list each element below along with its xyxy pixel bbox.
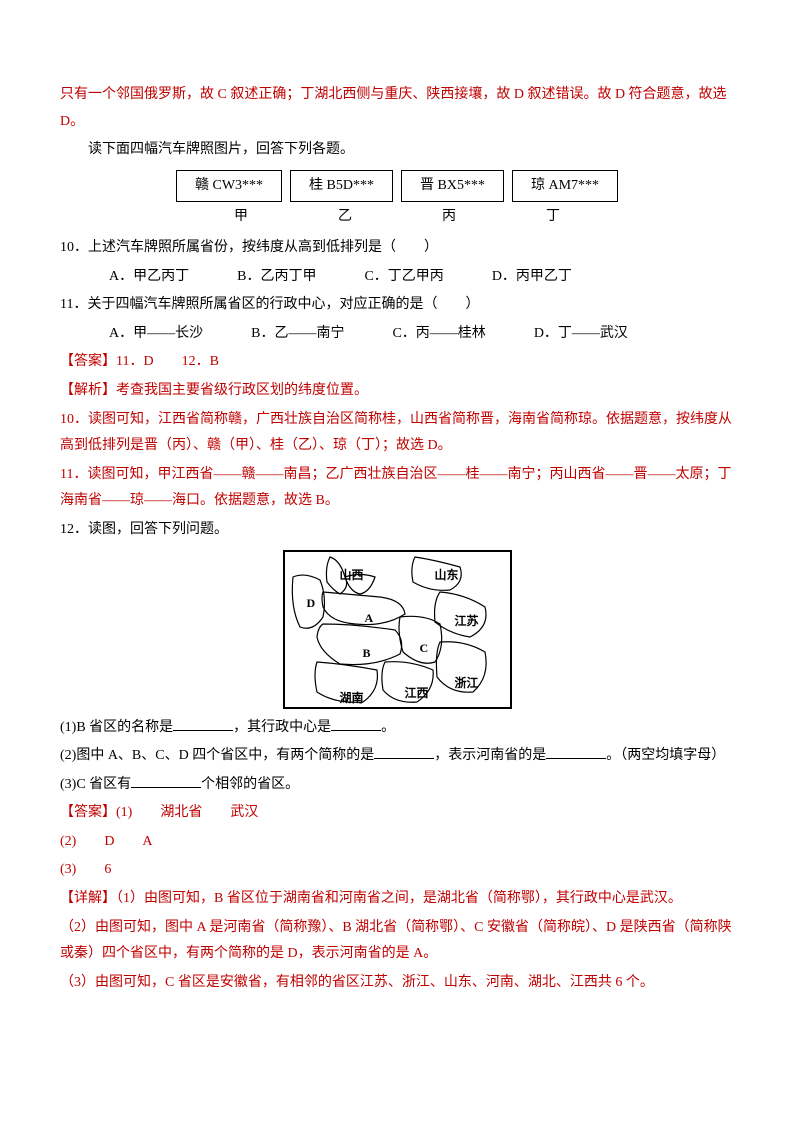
map-label-B: B: [363, 642, 371, 665]
q11-opt-d: D．丁——武汉: [534, 321, 628, 348]
plate-labels: 甲 乙 丙 丁: [60, 204, 734, 231]
analysis-11: 11．读图可知，甲江西省——赣——南昌；乙广西壮族自治区——桂——南宁；丙山西省…: [60, 462, 734, 515]
q12-sub2b: ，表示河南省的是: [434, 748, 546, 763]
province-map: 山西 山东 D A 江苏 B C 浙江 江西 湖南: [283, 550, 512, 709]
ans12-l2: (2) D A: [60, 829, 734, 856]
plate-4: 琼 AM7***: [512, 170, 618, 203]
analysis-head: 【解析】考查我国主要省级行政区划的纬度位置。: [60, 378, 734, 405]
ans12-l3: (3) 6: [60, 857, 734, 884]
map-label-C: C: [420, 637, 429, 660]
detail-l2: （2）由图可知，图中 A 是河南省（简称豫）、B 湖北省（简称鄂）、C 安徽省（…: [60, 915, 734, 968]
q10-stem: 10．上述汽车牌照所属省份，按纬度从高到低排列是（ ）: [60, 235, 734, 262]
q12-sub1a: (1)B 省区的名称是: [60, 720, 173, 735]
q11-stem: 11．关于四幅汽车牌照所属省区的行政中心，对应正确的是（ ）: [60, 292, 734, 319]
q10-opt-c: C．丁乙甲丙: [364, 264, 443, 291]
plates-intro: 读下面四幅汽车牌照图片，回答下列各题。: [60, 137, 734, 164]
q12-sub2c: 。（两空均填字母）: [606, 748, 725, 763]
blank-5: [131, 773, 201, 788]
ans12-l1: 【答案】(1) 湖北省 武汉: [60, 800, 734, 827]
label-ding: 丁: [546, 204, 560, 231]
header-explanation: 只有一个邻国俄罗斯，故 C 叙述正确；丁湖北西侧与重庆、陕西接壤，故 D 叙述错…: [60, 82, 734, 135]
plate-1: 赣 CW3***: [176, 170, 282, 203]
q10-opt-b: B．乙丙丁甲: [237, 264, 316, 291]
map-label-A: A: [365, 607, 374, 630]
map-label-zhejiang: 浙江: [455, 672, 479, 695]
detail-l1: 【详解】（1）由图可知，B 省区位于湖南省和河南省之间，是湖北省（简称鄂），其行…: [60, 886, 734, 913]
map-label-jiangxi: 江西: [405, 682, 429, 705]
q12-sub1c: 。: [381, 720, 395, 735]
label-jia: 甲: [234, 204, 248, 231]
q10-options: A．甲乙丙丁 B．乙丙丁甲 C．丁乙甲丙 D．丙甲乙丁: [109, 264, 734, 291]
blank-2: [331, 716, 381, 731]
q11-opt-b: B．乙——南宁: [251, 321, 344, 348]
q12-sub1: (1)B 省区的名称是 ，其行政中心是 。: [60, 715, 734, 742]
q12-sub2: (2)图中 A、B、C、D 四个省区中，有两个简称的是 ，表示河南省的是 。（两空均…: [60, 743, 734, 770]
map-label-jiangsu: 江苏: [455, 610, 479, 633]
q12-sub3b: 个相邻的省区。: [201, 777, 299, 792]
blank-3: [374, 744, 434, 759]
q11-opt-a: A．甲——长沙: [109, 321, 203, 348]
q12-sub3a: (3)C 省区有: [60, 777, 131, 792]
q10-opt-d: D．丙甲乙丁: [492, 264, 572, 291]
analysis-10: 10．读图可知，江西省简称赣，广西壮族自治区简称桂，山西省简称晋，海南省简称琼。…: [60, 407, 734, 460]
q11-opt-c: C．丙——桂林: [392, 321, 485, 348]
q12-sub2a: (2)图中 A、B、C、D 四个省区中，有两个简称的是: [60, 748, 374, 763]
map-label-shanxi: 山西: [340, 564, 364, 587]
q10-opt-a: A．甲乙丙丁: [109, 264, 189, 291]
plates-row: 赣 CW3*** 桂 B5D*** 晋 BX5*** 琼 AM7***: [60, 170, 734, 203]
plate-2: 桂 B5D***: [290, 170, 393, 203]
label-bing: 丙: [442, 204, 456, 231]
q12-sub3: (3)C 省区有 个相邻的省区。: [60, 772, 734, 799]
q12-sub1b: ，其行政中心是: [233, 720, 331, 735]
plate-3: 晋 BX5***: [401, 170, 504, 203]
q12-stem: 12．读图，回答下列问题。: [60, 517, 734, 544]
map-label-shandong: 山东: [435, 564, 459, 587]
answer-11-12: 【答案】11．D 12．B: [60, 349, 734, 376]
label-yi: 乙: [338, 204, 352, 231]
map-label-hunan: 湖南: [340, 687, 364, 710]
blank-4: [546, 744, 606, 759]
q11-options: A．甲——长沙 B．乙——南宁 C．丙——桂林 D．丁——武汉: [109, 321, 734, 348]
map-label-D: D: [307, 592, 316, 615]
detail-l3: （3）由图可知，C 省区是安徽省，有相邻的省区江苏、浙江、山东、河南、湖北、江西…: [60, 970, 734, 997]
blank-1: [173, 716, 233, 731]
